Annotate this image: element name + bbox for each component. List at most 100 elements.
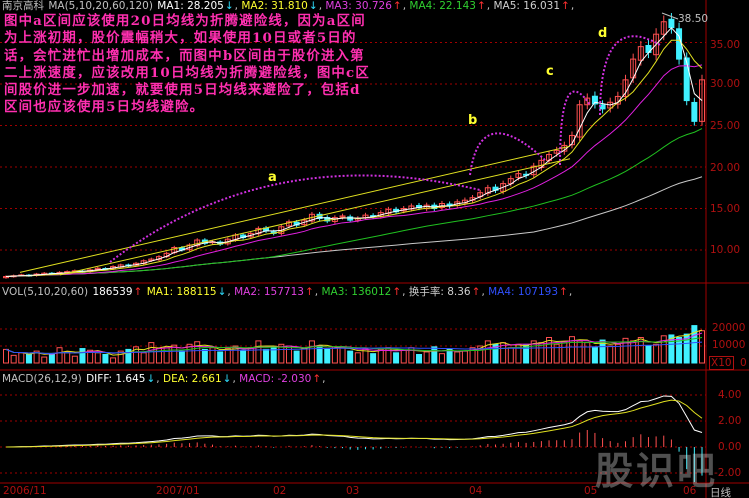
- candle-up: [576, 104, 583, 138]
- volume-bar-up: [400, 349, 407, 364]
- volume-bar-up: [3, 348, 9, 364]
- volume-bar-up: [660, 335, 667, 364]
- watermark-logo: 股识吧: [595, 449, 719, 493]
- date-tick: 04: [469, 485, 483, 497]
- zone-arc-c: [559, 90, 591, 166]
- volume-bar-up: [630, 340, 637, 364]
- price-tick: 30.00: [710, 78, 741, 90]
- vol-tick: 0: [740, 357, 747, 369]
- macd-tick: 0.00: [718, 441, 742, 453]
- arrow-up-icon: ↑: [476, 0, 486, 12]
- volume-bar-up: [699, 330, 705, 364]
- vol-params: VOL(5,10,20,60): [2, 286, 89, 298]
- candle-up: [515, 173, 522, 178]
- zone-label-d: d: [598, 26, 608, 41]
- indicator-value: MA1: 28.205: [157, 0, 224, 12]
- volume-bar-up: [607, 345, 614, 364]
- macd-params: MACD(26,12,9): [2, 373, 82, 385]
- annotation-line: 间股价进一步加速，就要使用5日均线来避险了，包括d: [4, 82, 361, 99]
- zone-arc-a: [109, 174, 481, 263]
- trend-line: [59, 158, 571, 276]
- volume-bar-up: [354, 352, 361, 364]
- date-tick: 05: [584, 485, 598, 497]
- volume-bar-up: [94, 352, 101, 364]
- volume-bar-up: [507, 347, 514, 364]
- volume-bar-down: [178, 350, 185, 364]
- indicator-value: MA4: 22.143: [409, 0, 476, 12]
- indicator-value: MA1: 188115: [146, 286, 217, 298]
- arrow-up-icon: ↑: [304, 286, 314, 298]
- volume-bar-up: [64, 351, 71, 364]
- volume-bar-up: [454, 351, 461, 364]
- volume-bar-down: [523, 344, 530, 364]
- volume-bar-down: [347, 350, 354, 364]
- vol-ma1-line: [5, 329, 703, 356]
- candle-up: [255, 227, 262, 235]
- price-tick: 20.00: [710, 162, 741, 174]
- volume-bar-down: [683, 333, 690, 364]
- volume-bar-up: [301, 348, 308, 364]
- high-marker-pointer: [661, 12, 679, 20]
- volume-bar-down: [431, 346, 438, 364]
- volume-bar-up: [308, 340, 315, 364]
- arrow-up-icon: ↑: [392, 0, 402, 12]
- arrow-down-icon: ↓: [217, 286, 227, 298]
- volume-bar-down: [446, 348, 453, 364]
- indicator-value: MA5: 16.031: [493, 0, 561, 12]
- volume-bar-down: [599, 339, 606, 364]
- arrow-up-icon: ↑: [392, 286, 402, 298]
- candle-up: [637, 46, 644, 61]
- indicator-value: DIFF: 1.645: [86, 373, 146, 385]
- ma60-line: [5, 128, 703, 278]
- volume-bar-down: [125, 348, 132, 364]
- candle-up: [568, 134, 575, 146]
- ma20-line: [5, 64, 703, 278]
- candle-up: [301, 219, 308, 226]
- price-header: 南京高科 MA(5,10,20,60,120) MA1: 28.205↓, MA…: [2, 0, 575, 12]
- arrow-down-icon: ↓: [224, 0, 234, 12]
- volume-bar-down: [676, 337, 683, 364]
- volume-bar-down: [293, 350, 300, 364]
- candle-up: [699, 79, 705, 122]
- arrow-down-icon: ↓: [222, 373, 232, 385]
- volume-bar-up: [87, 349, 94, 364]
- macd-header: MACD(26,12,9) DIFF: 1.645↓, DEA: 2.661↓,…: [2, 373, 326, 385]
- volume-bar-up: [148, 342, 155, 364]
- indicator-value: MA3: 136012: [321, 286, 392, 298]
- volume-bar-up: [186, 343, 193, 364]
- zone-label-c: c: [546, 64, 554, 79]
- volume-bar-up: [278, 343, 285, 364]
- indicator-value: MACD: -2.030: [239, 373, 312, 385]
- volume-bar-down: [240, 349, 247, 364]
- volume-bar-up: [110, 357, 117, 364]
- annotation-line: 二上涨速度，应该改用10日均线为折腾避险线，图中c区: [4, 64, 370, 81]
- indicator-value: 换手率: 8.36: [408, 286, 471, 298]
- annotation-line: 话，会忙进忙出增加成本，而图中b区间由于股价进入第: [4, 47, 365, 64]
- volume-bar-up: [194, 341, 201, 364]
- date-tick: 03: [346, 485, 360, 497]
- candle-up: [660, 21, 667, 35]
- date-tick: 02: [273, 485, 287, 497]
- period-label[interactable]: 日线: [710, 487, 731, 498]
- volume-bar-up: [637, 337, 644, 364]
- candle-down: [683, 57, 690, 102]
- macd-tick: -2.00: [714, 467, 742, 479]
- volume-bar-up: [469, 347, 476, 364]
- candle-up: [584, 97, 591, 106]
- volume-bar-up: [232, 345, 239, 364]
- indicator-value: MA2: 157713: [234, 286, 304, 298]
- volume-bar-down: [668, 334, 675, 364]
- macd-tick: 2.00: [718, 415, 742, 427]
- annotation-line: 为上涨初期，股价震幅稍大，如果使用10日或者5日的: [4, 30, 357, 47]
- candle-up: [614, 95, 621, 105]
- volume-bar-up: [71, 355, 78, 364]
- volume-bar-down: [645, 345, 652, 364]
- volume-bar-up: [484, 340, 491, 364]
- volume-bar-up: [224, 348, 231, 364]
- indicator-value: MA4: 107193: [488, 286, 559, 298]
- volume-bar-up: [117, 350, 124, 364]
- volume-bar-up: [553, 343, 560, 364]
- vol-value-arrow: ↑: [133, 286, 143, 298]
- candle-up: [385, 208, 392, 215]
